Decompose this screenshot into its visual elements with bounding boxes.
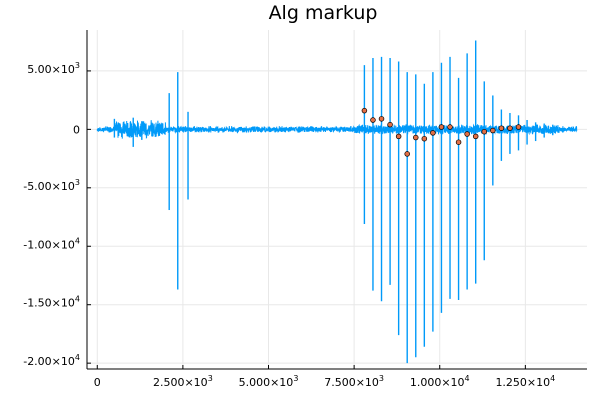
markup-point	[387, 121, 393, 128]
x-tick-label: 2.500×103	[153, 374, 213, 389]
y-tick-label: 0	[73, 123, 80, 136]
markup-point	[413, 134, 419, 141]
y-tick-label: 5.00×103	[27, 61, 80, 76]
x-tick-label: 0	[94, 376, 101, 389]
markup-point	[490, 127, 496, 134]
markup-point	[378, 116, 385, 122]
markup-point	[370, 117, 376, 123]
y-tick-label: -1.00×104	[23, 236, 80, 251]
chart-title: Alg markup	[269, 2, 378, 24]
markup-point	[515, 124, 522, 130]
markup-point	[481, 128, 488, 135]
series-layer	[96, 40, 578, 364]
axis-layer	[86, 30, 587, 370]
markup-point	[395, 133, 402, 140]
ticks-layer: 0 2.500×103 5.000×103 7.500×103 1.000×104 1.2…	[23, 61, 555, 389]
markup-point	[455, 139, 462, 145]
y-tick-label: -1.50×104	[23, 295, 80, 310]
x-tick-label: 7.500×103	[324, 374, 384, 389]
y-tick-label: -2.00×104	[23, 353, 80, 368]
markup-point	[430, 130, 436, 136]
x-tick-label: 5.000×103	[239, 374, 299, 389]
markup-point	[498, 125, 505, 131]
markup-point	[421, 135, 428, 142]
y-tick-label: -5.00×103	[23, 178, 80, 193]
markup-point	[438, 124, 445, 130]
markup-point	[472, 133, 479, 140]
grid-layer	[87, 30, 587, 369]
x-tick-label: 1.000×104	[410, 374, 470, 389]
markup-point	[507, 125, 513, 131]
points-layer	[361, 107, 522, 157]
markup-point	[447, 124, 453, 130]
markup-point	[361, 107, 368, 114]
x-tick-label: 1.250×104	[495, 374, 555, 389]
markup-point	[464, 131, 470, 137]
markup-point	[404, 151, 410, 157]
